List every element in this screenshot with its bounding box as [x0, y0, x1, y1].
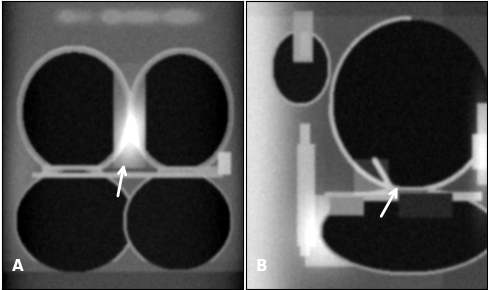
- Text: B: B: [255, 259, 266, 274]
- Text: A: A: [12, 259, 24, 274]
